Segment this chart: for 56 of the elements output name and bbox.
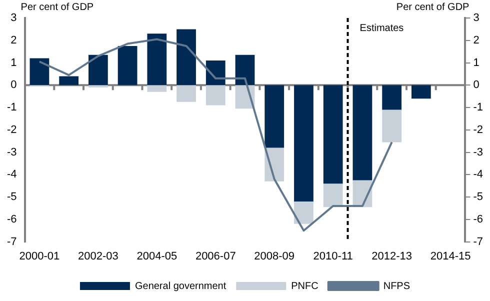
bar [176,29,196,86]
bar [30,58,50,86]
bar [411,85,431,99]
x-tick-label: 2004-05 [136,250,178,262]
y-tick-label: -4 [7,168,17,181]
y-tick-label: 2 [10,34,17,46]
y2-tick-label: 1 [473,56,480,69]
y2-tick-label: -3 [473,146,483,158]
x-tick-label: 2002-03 [78,250,118,262]
bar [206,60,226,86]
bar [323,184,343,208]
y2-tick-label: -1 [473,102,483,114]
bar [176,85,196,102]
y2-axis-title: Per cent of GDP [396,2,470,13]
x-tick-label: 2010-11 [313,250,353,262]
bar [382,110,402,142]
bar [294,202,314,224]
y-tick-label: -3 [7,146,17,158]
bar [352,85,372,180]
x-tick-label: 2012-13 [372,250,412,262]
bar [118,46,138,86]
bar [147,34,167,86]
y-tick-label: 3 [10,12,17,24]
y-tick-label: 0 [10,79,17,92]
x-tick-label: 2000-01 [19,250,60,262]
y2-tick-label: -7 [473,236,483,248]
x-tick-label: 2014-15 [430,250,471,262]
x-tick-label: 2008-09 [254,250,295,262]
bar [382,85,402,110]
bar [88,54,108,86]
y2-tick-label: 3 [473,12,480,24]
y-tick-label: 1 [10,56,17,69]
ref-line-label: Estimates [360,22,404,34]
legend-label: General government [134,280,226,292]
bar [147,85,167,92]
y-tick-label: -6 [7,213,17,226]
y-tick-label: -5 [7,191,17,204]
legend-label: NFPS [383,280,410,292]
y-axis-title: Per cent of GDP [20,2,94,13]
bar [294,85,314,202]
bar [59,76,79,86]
y2-tick-label: -5 [473,191,483,204]
y-tick-label: -7 [7,236,17,248]
bar [206,85,226,106]
y2-tick-label: 0 [473,79,480,92]
y2-tick-label: -6 [473,213,483,226]
bar [235,54,255,86]
legend-label: PNFC [291,280,318,292]
y2-tick-label: 2 [473,34,480,46]
y-tick-label: -1 [7,102,17,114]
y-tick-label: -2 [7,124,17,136]
bar [323,85,343,184]
y2-tick-label: -4 [473,168,483,181]
x-tick-label: 2006-07 [195,250,236,262]
y2-tick-label: -2 [473,124,483,136]
bar [264,85,284,148]
